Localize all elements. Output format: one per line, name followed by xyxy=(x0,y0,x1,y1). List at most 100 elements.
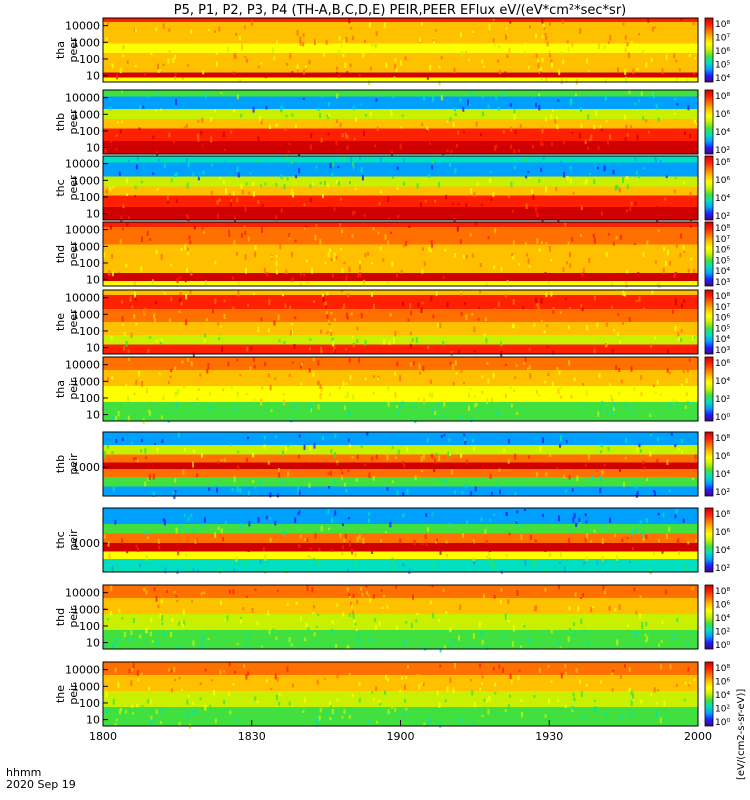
y-tick-label: 100 xyxy=(79,53,100,66)
colorbar-tick-label: 10⁶ xyxy=(715,359,730,369)
time-tick-label: 1830 xyxy=(238,730,266,743)
colorbar-tick-label: 10² xyxy=(715,705,730,715)
y-label-probe: thc xyxy=(54,179,67,196)
colorbar-tick-label: 10⁸ xyxy=(715,434,730,444)
time-axis-date: 2020 Sep 19 xyxy=(6,778,76,791)
figure-title: P5, P1, P2, P3, P4 (TH-A,B,C,D,E) PEIR,P… xyxy=(174,3,627,18)
time-axis: 1800 1830 1900 1930 2000 xyxy=(89,720,712,743)
y-tick-label: 10 xyxy=(86,409,100,422)
panel-frame xyxy=(102,17,699,83)
y-tick-label: 100 xyxy=(79,125,100,138)
y-tick-label: 1000 xyxy=(72,603,100,616)
spectrogram-panel-the-peir: 10 100 1000 10000 the peir 10⁸ 10⁶ 10⁴ 10² 10⁰ xyxy=(54,661,730,729)
colorbar-tick-label: 10⁶ xyxy=(715,314,730,324)
spectrogram-image xyxy=(103,662,698,726)
colorbar: 10⁸ 10⁷ 10⁶ 10⁵ 10⁴ xyxy=(704,17,730,84)
time-tick-label: 1900 xyxy=(387,730,415,743)
colorbar-tick-label: 10⁶ xyxy=(715,110,730,120)
y-tick-label: 1000 xyxy=(72,537,100,550)
y-tick-label: 10 xyxy=(86,637,100,650)
time-tick-label: 2000 xyxy=(684,730,712,743)
y-tick-label: 1000 xyxy=(72,680,100,693)
y-label-product: peir xyxy=(67,378,80,400)
y-tick-label: 10 xyxy=(86,208,100,221)
spectrogram-panel-thc-peir: 1000 thc peir 10⁸ 10⁶ 10⁴ 10² xyxy=(54,507,730,574)
y-label-product: peer xyxy=(67,309,80,335)
y-label-product: peir xyxy=(67,529,80,551)
y-label-product: peer xyxy=(67,175,80,201)
y-tick-label: 1000 xyxy=(72,308,100,321)
colorbar-tick-label: 10⁶ xyxy=(715,678,730,688)
time-tick-label: 1800 xyxy=(89,730,117,743)
spectrogram-image xyxy=(103,222,698,286)
y-tick-label: 100 xyxy=(79,191,100,204)
y-label-probe: thb xyxy=(54,113,67,131)
y-tick-label: 1000 xyxy=(72,461,100,474)
colorbar-tick-label: 10² xyxy=(715,212,730,222)
panel-frame xyxy=(102,431,699,497)
colorbar-tick-label: 10⁷ xyxy=(715,235,730,245)
y-tick-label: 1000 xyxy=(72,174,100,187)
y-label-probe: thd xyxy=(54,245,67,263)
colorbar-tick-label: 10⁶ xyxy=(715,452,730,462)
colorbar: 10⁸ 10⁶ 10⁴ 10² xyxy=(704,89,730,156)
spectrogram-texture xyxy=(105,18,697,86)
spectrogram-image xyxy=(103,357,698,421)
y-tick-label: 10000 xyxy=(65,158,100,171)
y-tick-label: 10000 xyxy=(65,292,100,305)
colorbar-tick-label: 10⁰ xyxy=(715,718,730,728)
spectrogram-panel-thd-peir: 10 100 1000 10000 thd peir 10⁸ 10⁶ 10⁴ 10² 10⁰ xyxy=(54,584,730,653)
spectrogram-texture xyxy=(110,290,695,357)
y-label-product: peir xyxy=(67,453,80,475)
colorbar-tick-label: 10⁶ xyxy=(715,601,730,611)
colorbar-tick-label: 10⁵ xyxy=(715,61,730,71)
y-tick-label: 10000 xyxy=(65,587,100,600)
spectrogram-image xyxy=(103,156,698,220)
colorbar-tick-label: 10⁶ xyxy=(715,528,730,538)
y-tick-label: 10 xyxy=(86,70,100,83)
colorbar-tick-label: 10⁰ xyxy=(715,413,730,423)
y-tick-label: 10000 xyxy=(65,359,100,372)
y-tick-label: 10 xyxy=(86,142,100,155)
colorbar: 10⁸ 10⁶ 10⁴ 10² 10⁰ xyxy=(704,661,730,728)
colorbar: 10⁸ 10⁶ 10⁴ 10² 10⁰ xyxy=(704,584,730,651)
y-tick-label: 10 xyxy=(86,342,100,355)
y-label-probe: tha xyxy=(54,41,67,59)
colorbar-tick-label: 10³ xyxy=(715,278,730,288)
colorbar-tick-label: 10³ xyxy=(715,346,730,356)
panel-frame xyxy=(102,507,699,573)
colorbar-tick-label: 10⁴ xyxy=(715,267,730,277)
colorbar-tick-label: 10⁰ xyxy=(715,641,730,651)
y-tick-label: 1000 xyxy=(72,108,100,121)
spectrogram-image xyxy=(103,18,698,82)
spectrogram-texture xyxy=(103,432,697,500)
colorbar: 10⁸ 10⁶ 10⁴ 10² xyxy=(704,155,730,222)
panel-frame xyxy=(102,584,699,650)
y-tick-label: 100 xyxy=(79,697,100,710)
panel-frame xyxy=(102,356,699,422)
y-label-product: peer xyxy=(67,241,80,267)
y-tick-label: 10 xyxy=(86,714,100,727)
y-tick-label: 10 xyxy=(86,274,100,287)
colorbar-tick-label: 10⁴ xyxy=(715,377,730,387)
y-label-probe: thc xyxy=(54,531,67,548)
y-tick-label: 100 xyxy=(79,257,100,270)
y-label-product: peer xyxy=(67,37,80,63)
colorbar-tick-label: 10² xyxy=(715,488,730,498)
colorbar-tick-label: 10² xyxy=(715,146,730,156)
colorbar-tick-label: 10⁴ xyxy=(715,691,730,701)
time-tick-label: 1930 xyxy=(535,730,563,743)
spectrogram-image xyxy=(103,432,698,496)
colorbar-label: [eV/(cm2-s-sr-eV)] xyxy=(736,689,747,780)
colorbar-tick-label: 10⁴ xyxy=(715,614,730,624)
y-tick-label: 100 xyxy=(79,325,100,338)
colorbar-tick-label: 10⁴ xyxy=(715,470,730,480)
colorbar-tick-label: 10⁸ xyxy=(715,92,730,102)
colorbar-tick-label: 10⁴ xyxy=(715,74,730,84)
colorbar-tick-label: 10⁷ xyxy=(715,303,730,313)
